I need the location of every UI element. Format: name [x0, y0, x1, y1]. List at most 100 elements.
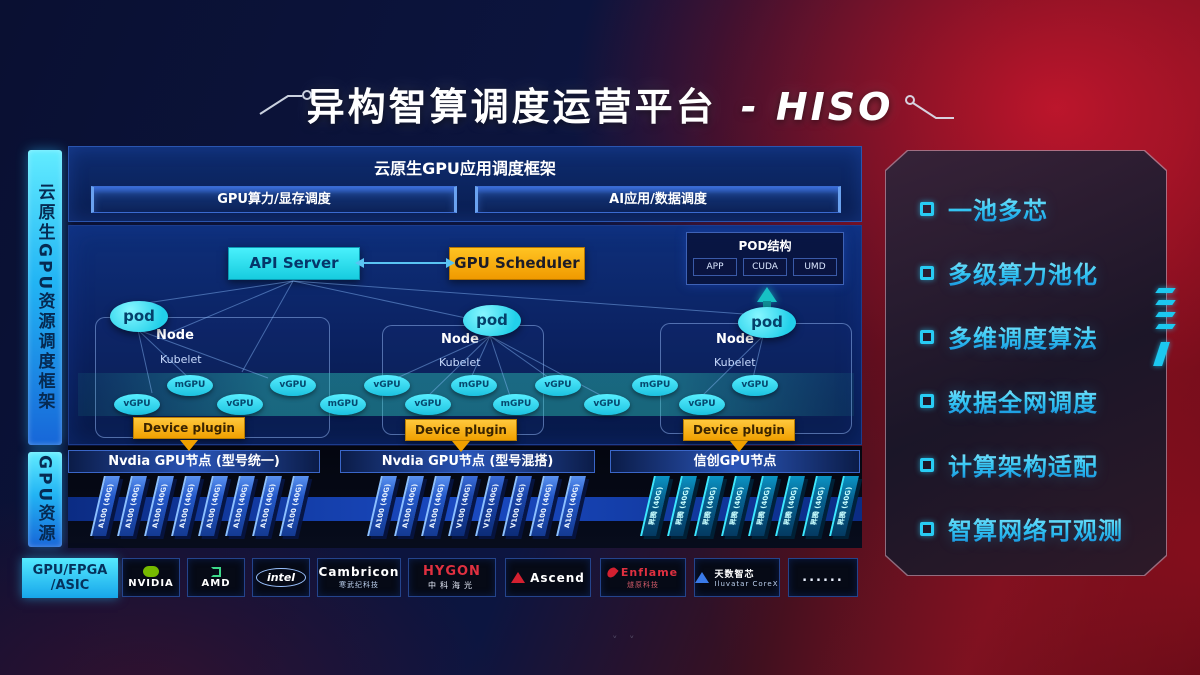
- sidebar-label-cloud-native-gpu-framework: 云原生GPU资源调度框架: [28, 150, 62, 445]
- gpu-card: 昇腾 (40G): [667, 476, 697, 536]
- gpu-scheduler-box: GPU Scheduler: [449, 247, 585, 280]
- hash-mark: [1155, 300, 1176, 305]
- iluvatar-logo-text: 天数智芯: [714, 570, 755, 580]
- node-3-label: Node: [716, 332, 754, 347]
- gpu-card: V100 (40G): [502, 476, 532, 536]
- gpu-group-header-mixed: Nvdia GPU节点 (型号混搭): [340, 450, 595, 473]
- node-1-label: Node: [156, 328, 194, 343]
- gpu-ellipse: vGPU: [270, 375, 316, 396]
- hash-mark: [1155, 288, 1176, 293]
- enflame-logo-text: Enflame: [620, 565, 679, 579]
- pod-structure-title: POD结构: [738, 239, 792, 253]
- gpu-card: 昇腾 (40G): [721, 476, 751, 536]
- gpu-ellipse: vGPU: [405, 394, 451, 415]
- more-dots: ......: [802, 570, 844, 585]
- cambricon-logo-sub: 寒武纪科技: [339, 581, 379, 589]
- sidebar-label-gpu-resource: GPU资源: [28, 452, 62, 547]
- framework-bar-gpu-compute: GPU算力/显存调度: [91, 186, 457, 213]
- enflame-logo-sub: 燧原科技: [627, 580, 659, 589]
- feature-row: 一池多芯: [920, 195, 1166, 222]
- gpu-ellipse: mGPU: [451, 375, 497, 396]
- gpu-card: A100 (40G): [252, 476, 282, 536]
- feature-row: 数据全网调度: [920, 387, 1166, 414]
- circuit-deco-left: [259, 90, 312, 115]
- api-scheduler-arrow: [355, 258, 455, 268]
- page-title-en: - HISO: [740, 85, 894, 129]
- gpu-ellipse: mGPU: [320, 394, 366, 415]
- gpu-ellipse: vGPU: [584, 394, 630, 415]
- iluvatar-logo-sub: Iluvatar CoreX: [714, 580, 779, 588]
- gpu-card: A100 (40G): [394, 476, 424, 536]
- node-2-label: Node: [441, 332, 479, 347]
- intel-oval-logo: intel: [255, 568, 307, 587]
- hygon-logo-text: HYGON: [423, 564, 481, 579]
- node-1-kubelet: Kubelet: [160, 353, 202, 366]
- sidebar-top-text: 云原生GPU资源调度框架: [34, 182, 55, 413]
- gpu-card: A100 (40G): [198, 476, 228, 536]
- vendor-logo-amd: AMD: [187, 558, 245, 597]
- device-plugin-arrow-2: [452, 441, 470, 452]
- gpu-card: V100 (40G): [448, 476, 478, 536]
- api-server-box: API Server: [228, 247, 360, 280]
- vendor-logo-iluvatar: 天数智芯 Iluvatar CoreX: [694, 558, 780, 597]
- feature-text: 智算网络可观测: [948, 511, 1123, 546]
- gpu-card: 昇腾 (40G): [775, 476, 805, 536]
- square-bullet-icon: [920, 266, 934, 280]
- gpu-group-header-uniform: Nvdia GPU节点 (型号统一): [68, 450, 320, 473]
- feature-text: 多级算力池化: [948, 255, 1098, 290]
- node-3-kubelet: Kubelet: [714, 356, 756, 369]
- feature-row: 多维调度算法: [920, 323, 1166, 350]
- amd-logo-text: AMD: [201, 577, 231, 589]
- device-plugin-2: Device plugin: [405, 419, 517, 441]
- gpu-card: A100 (40G): [117, 476, 147, 536]
- iluvatar-triangle-icon: [695, 572, 710, 583]
- gpu-group-header-xinchuang: 信创GPU节点: [610, 450, 860, 473]
- amd-arrow-icon: [211, 566, 221, 577]
- gpu-ellipse: vGPU: [114, 394, 160, 415]
- vendor-label-gpu-fpga-asic: GPU/FPGA /ASIC: [22, 558, 118, 598]
- hash-mark: [1155, 324, 1176, 329]
- pod-up-arrow-stem: [763, 301, 771, 309]
- ascend-triangle-icon: [511, 572, 526, 583]
- framework-title: 云原生GPU应用调度框架: [374, 159, 556, 178]
- vendor-logo-ascend: Ascend: [505, 558, 591, 597]
- cambricon-logo-text: Cambricon: [318, 565, 400, 579]
- node-2-kubelet: Kubelet: [439, 356, 481, 369]
- square-bullet-icon: [920, 458, 934, 472]
- device-plugin-arrow-3: [730, 441, 748, 452]
- circuit-deco-right: [905, 95, 954, 119]
- gpu-card-stack-3: 昇腾 (40G) 昇腾 (40G) 昇腾 (40G) 昇腾 (40G) 昇腾 (40G)…: [640, 476, 859, 536]
- vendor-logo-more: ......: [788, 558, 858, 597]
- pod-structure-items: APP CUDA UMD: [687, 258, 843, 276]
- page-title: 异构智算调度运营平台 - HISO: [0, 76, 1200, 131]
- nvidia-logo-text: NVIDIA: [128, 578, 174, 589]
- pod-ellipse-1: pod: [110, 301, 168, 332]
- pod-structure-item: APP: [693, 258, 737, 276]
- pod-up-arrow-icon: [757, 287, 777, 302]
- framework-panel: 云原生GPU应用调度框架 GPU算力/显存调度 AI应用/数据调度: [68, 146, 862, 222]
- nvidia-eye-icon: [143, 566, 159, 577]
- vendor-logo-nvidia: NVIDIA: [122, 558, 180, 597]
- gpu-card: 昇腾 (40G): [694, 476, 724, 536]
- sidebar-bottom-text: GPU资源: [34, 454, 55, 545]
- feature-panel: 一池多芯 多级算力池化 多维调度算法 数据全网调度 计算架构适配: [885, 150, 1167, 576]
- vendor-logo-cambricon: Cambricon 寒武纪科技: [317, 558, 401, 597]
- pod-structure-item: UMD: [793, 258, 837, 276]
- gpu-card: A100 (40G): [171, 476, 201, 536]
- gpu-ellipse: vGPU: [535, 375, 581, 396]
- pod-structure-box: POD结构 APP CUDA UMD: [686, 232, 844, 285]
- vendor-label-line1: GPU/FPGA: [32, 563, 108, 578]
- gpu-card: 昇腾 (40G): [802, 476, 832, 536]
- ascend-logo-text: Ascend: [530, 570, 585, 585]
- feature-row: 多级算力池化: [920, 259, 1166, 286]
- hash-mark: [1155, 312, 1176, 317]
- gpu-card: A100 (40G): [529, 476, 559, 536]
- feature-text: 计算架构适配: [948, 447, 1098, 482]
- device-plugin-1: Device plugin: [133, 417, 245, 439]
- gpu-card: A100 (40G): [144, 476, 174, 536]
- gpu-ellipse: vGPU: [364, 375, 410, 396]
- enflame-flame-icon: [605, 565, 619, 579]
- pod-ellipse-2: pod: [463, 305, 521, 336]
- gpu-card-stack-2: A100 (40G) A100 (40G) A100 (40G) V100 (40G)…: [367, 476, 586, 536]
- feature-row: 计算架构适配: [920, 451, 1166, 478]
